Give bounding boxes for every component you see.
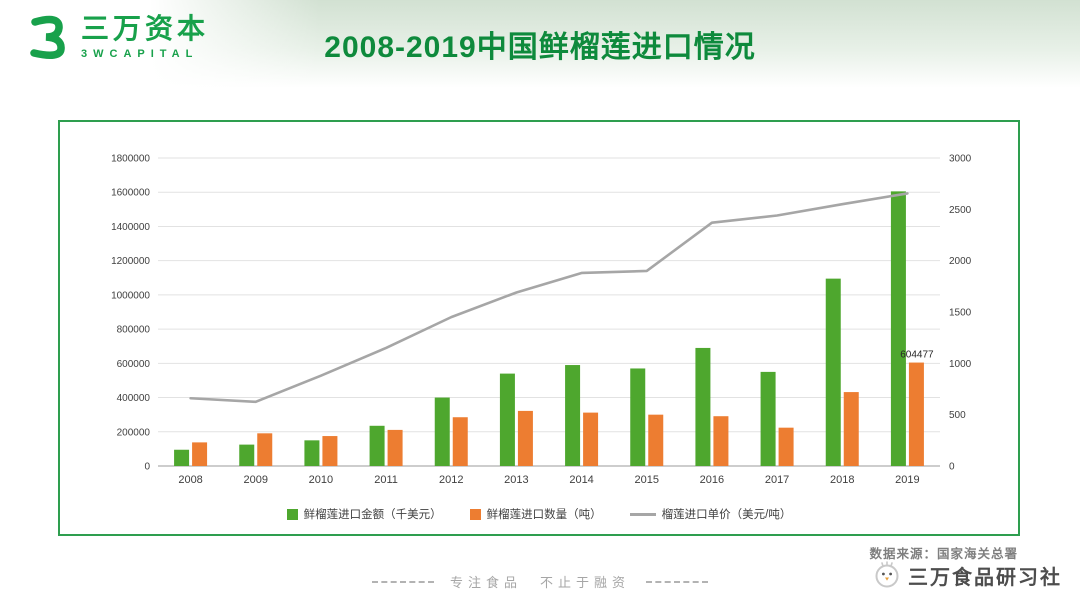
data-label: 604477 bbox=[900, 350, 934, 361]
amount-bar bbox=[825, 278, 841, 466]
legend-square-marker bbox=[286, 508, 298, 520]
quantity-bar bbox=[322, 436, 338, 466]
right-axis-label: 3000 bbox=[949, 154, 972, 165]
company-logo: 三万资本 3WCAPITAL bbox=[26, 13, 209, 60]
right-axis-label: 0 bbox=[949, 462, 955, 473]
category-label: 2008 bbox=[178, 474, 202, 486]
slogan-divider-line bbox=[371, 580, 434, 583]
legend-label: 榴莲进口单价（美元/吨） bbox=[661, 509, 792, 521]
amount-bar bbox=[239, 444, 255, 466]
left-axis-label: 1200000 bbox=[111, 256, 150, 267]
right-axis-label: 500 bbox=[949, 410, 966, 421]
amount-bar bbox=[695, 347, 711, 466]
category-label: 2012 bbox=[439, 474, 463, 486]
left-axis-label: 0 bbox=[144, 462, 150, 473]
left-axis-label: 1800000 bbox=[111, 154, 150, 165]
amount-bar bbox=[369, 425, 385, 466]
quantity-bar bbox=[908, 362, 924, 466]
amount-bar bbox=[304, 440, 320, 466]
quantity-bar bbox=[583, 412, 599, 466]
logo-subtitle: 3WCAPITAL bbox=[81, 48, 199, 60]
quantity-bar bbox=[257, 433, 273, 466]
amount-bar bbox=[565, 365, 581, 466]
category-label: 2013 bbox=[504, 474, 528, 486]
category-label: 2011 bbox=[374, 474, 398, 486]
amount-bar bbox=[760, 371, 776, 466]
legend-line-marker bbox=[629, 512, 656, 516]
category-label: 2015 bbox=[635, 474, 659, 486]
chick-icon bbox=[875, 561, 899, 588]
legend-item: 鲜榴莲进口金额（千美元） bbox=[286, 506, 442, 522]
right-axis-label: 2000 bbox=[949, 256, 972, 267]
amount-bar bbox=[630, 368, 646, 466]
left-axis-label: 800000 bbox=[117, 325, 151, 336]
slogan: 专注食品 不止于融资 bbox=[0, 572, 1080, 591]
legend-label: 鲜榴莲进口金额（千美元） bbox=[303, 509, 442, 521]
right-axis-label: 1500 bbox=[949, 308, 972, 319]
left-axis-label: 1000000 bbox=[111, 290, 150, 301]
category-label: 2010 bbox=[309, 474, 333, 486]
legend-label: 鲜榴莲进口数量（吨） bbox=[486, 509, 602, 521]
quantity-bar bbox=[713, 416, 729, 466]
left-axis-label: 1400000 bbox=[111, 222, 150, 233]
combo-chart: 0 200000 400000 600000 800000 1000000 1200000 1… bbox=[111, 154, 972, 487]
chart-panel: 0 200000 400000 600000 800000 1000000 1200000 1… bbox=[58, 120, 1020, 536]
category-label: 2009 bbox=[244, 474, 268, 486]
category-label: 2014 bbox=[569, 474, 593, 486]
amount-bar bbox=[499, 373, 515, 466]
slogan-divider-line bbox=[646, 580, 708, 583]
legend-item: 榴莲进口单价（美元/吨） bbox=[629, 506, 792, 522]
3w-logo-icon bbox=[30, 15, 65, 59]
quantity-bar bbox=[778, 427, 794, 466]
quantity-bar bbox=[452, 417, 468, 466]
right-axis-label: 1000 bbox=[949, 359, 972, 370]
logo-name: 三万资本 bbox=[81, 13, 210, 44]
amount-bar bbox=[434, 397, 450, 466]
quantity-bar bbox=[517, 410, 533, 466]
amount-bar bbox=[890, 191, 906, 466]
right-axis-label: 2500 bbox=[949, 205, 972, 216]
left-axis-label: 200000 bbox=[117, 427, 151, 438]
logo-text: 三万资本 3WCAPITAL bbox=[81, 13, 209, 60]
quantity-bar bbox=[843, 392, 859, 466]
price-line bbox=[189, 192, 909, 404]
left-axis-label: 400000 bbox=[117, 393, 151, 404]
category-label: 2019 bbox=[895, 474, 919, 486]
category-label: 2017 bbox=[765, 474, 789, 486]
quantity-bar bbox=[387, 429, 403, 466]
data-source-text: 数据来源：国家海关总署 bbox=[869, 547, 1018, 561]
header: 三万资本 3WCAPITAL 2008-2019中国鲜榴莲进口情况 bbox=[0, 0, 1080, 88]
page-title: 2008-2019中国鲜榴莲进口情况 bbox=[324, 31, 756, 64]
category-label: 2016 bbox=[700, 474, 724, 486]
quantity-bar bbox=[192, 442, 208, 466]
quantity-bar bbox=[648, 414, 664, 466]
brand-logo: 三万食品研习社 bbox=[872, 560, 1062, 590]
amount-bar bbox=[174, 449, 190, 466]
left-axis-label: 600000 bbox=[117, 359, 151, 370]
left-axis-label: 1600000 bbox=[111, 188, 150, 199]
legend-square-marker bbox=[469, 508, 481, 520]
category-label: 2018 bbox=[830, 474, 854, 486]
brand-name: 三万食品研习社 bbox=[908, 566, 1062, 589]
chart-legend: 鲜榴莲进口金额（千美元） 鲜榴莲进口数量（吨） 榴莲进口单价（美元/吨） bbox=[60, 506, 1018, 522]
legend-item: 鲜榴莲进口数量（吨） bbox=[469, 506, 602, 522]
slogan-text: 专注食品 不止于融资 bbox=[449, 575, 630, 590]
